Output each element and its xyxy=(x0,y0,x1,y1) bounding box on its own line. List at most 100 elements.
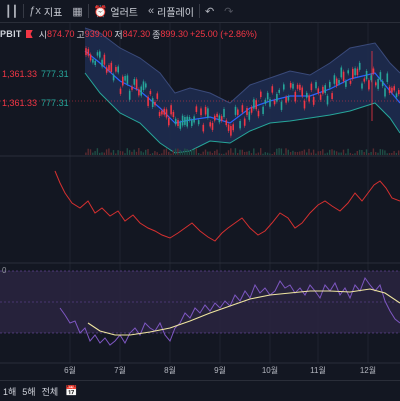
volume-bar xyxy=(128,150,131,155)
redo-button[interactable]: ↷ xyxy=(219,0,238,22)
candle-body xyxy=(105,67,108,73)
volume-bar xyxy=(377,152,379,155)
volume-bar xyxy=(370,151,372,155)
indicator-values-2: 1,361.33 777.31 xyxy=(2,98,69,108)
volume-bar xyxy=(96,148,99,155)
volume-bar xyxy=(246,151,248,155)
divider xyxy=(87,4,89,18)
volume-bar xyxy=(145,149,147,155)
candle-body xyxy=(188,117,191,121)
candle-body xyxy=(243,118,246,126)
layout-button[interactable]: ▦ xyxy=(67,0,87,22)
candle-body xyxy=(285,97,287,103)
candle-body xyxy=(375,82,377,86)
bollinger-band xyxy=(85,28,400,153)
candle-body xyxy=(269,99,271,107)
x-axis-label: 10월 xyxy=(262,365,278,375)
candle-body xyxy=(131,86,133,90)
volume-bar xyxy=(186,149,188,155)
volume-bar xyxy=(92,152,94,155)
candle-body xyxy=(181,115,184,126)
candle-body xyxy=(326,95,329,105)
candle-body xyxy=(248,111,251,120)
candle-body xyxy=(317,88,320,94)
candle-body xyxy=(260,91,262,98)
volume-bar xyxy=(193,149,195,155)
volume-bar xyxy=(149,153,151,155)
close-label: 종 xyxy=(152,29,161,40)
volume-bar xyxy=(115,153,117,155)
volume-bar xyxy=(232,152,234,155)
volume-bar xyxy=(398,150,400,155)
candle-body xyxy=(193,116,195,123)
undo-button[interactable]: ↶ xyxy=(200,0,219,22)
candle-body xyxy=(292,83,294,89)
volume-bar xyxy=(135,151,138,155)
volume-bar xyxy=(372,148,375,155)
candle-body xyxy=(239,121,241,129)
indicators-label: 지표 xyxy=(43,7,63,19)
chart-style-button[interactable]: ┃┃ xyxy=(0,0,23,22)
candle-body xyxy=(393,86,395,91)
volume-bar xyxy=(133,149,135,155)
volume-bar xyxy=(388,153,391,155)
volume-bar xyxy=(179,149,181,155)
candle-body xyxy=(386,73,389,82)
volume-bar xyxy=(165,148,168,155)
candle-body xyxy=(145,83,147,88)
volume-bar xyxy=(296,152,299,155)
volume-bar xyxy=(237,153,239,155)
volume-bar xyxy=(287,149,289,155)
candle-body xyxy=(315,82,317,89)
candle-body xyxy=(87,49,90,56)
indicator-value: 1,361.33 xyxy=(2,98,38,108)
indicator-values-1: 1,361.33 777.31 xyxy=(2,69,69,79)
candle-body xyxy=(227,124,230,131)
candle-body xyxy=(379,72,382,81)
indicators-button[interactable]: ƒx 지표 xyxy=(24,0,67,22)
volume-bar xyxy=(335,151,338,155)
volume-bar xyxy=(266,152,269,155)
alert-button[interactable]: ⏰ 얼러트 xyxy=(89,0,143,22)
volume-bar xyxy=(124,153,126,155)
volume-bar xyxy=(358,149,361,155)
volume-bar xyxy=(177,148,179,155)
volume-bar xyxy=(326,152,329,155)
candle-body xyxy=(133,79,136,85)
candle-body xyxy=(306,92,308,98)
volume-bar xyxy=(285,148,287,155)
volume-bar xyxy=(230,148,232,155)
price-chart[interactable]: 6월 7월 8월 9월 10월 11월 12월 xyxy=(0,23,400,380)
candle-body xyxy=(370,75,372,81)
timeframe-1y[interactable]: 1해 xyxy=(3,386,17,397)
candle-body xyxy=(124,76,126,81)
timeframe-all[interactable]: 전체 xyxy=(41,386,59,397)
calendar-icon[interactable]: 📅 xyxy=(65,385,78,397)
volume-bar xyxy=(147,149,149,155)
replay-button[interactable]: « 리플레이 xyxy=(143,0,199,22)
x-axis-label: 7월 xyxy=(114,365,126,375)
volume-bar xyxy=(184,148,186,155)
volume-bar xyxy=(154,151,156,155)
volume-bar xyxy=(172,150,174,155)
volume-bar xyxy=(108,148,110,155)
x-axis-label: 11월 xyxy=(310,365,326,375)
candle-body xyxy=(301,87,303,97)
volume-bar xyxy=(216,149,218,155)
volume-bar xyxy=(218,153,220,155)
indicator-line-red xyxy=(54,170,400,242)
candle-body xyxy=(89,54,92,61)
volume-bar xyxy=(333,150,335,155)
volume-bar xyxy=(312,149,315,155)
volume-bar xyxy=(87,148,89,155)
volume-bar xyxy=(89,149,92,155)
symbol-name[interactable]: PBIT xyxy=(0,29,22,39)
candle-body xyxy=(276,93,278,102)
candle-body xyxy=(128,90,131,100)
timeframe-5y[interactable]: 5해 xyxy=(22,386,36,397)
candle-body xyxy=(398,90,400,95)
volume-bar xyxy=(197,152,200,155)
candle-body xyxy=(358,62,361,70)
timeframe-bar: 1해 5해 전체 📅 xyxy=(0,380,400,401)
volume-bar xyxy=(204,149,207,155)
